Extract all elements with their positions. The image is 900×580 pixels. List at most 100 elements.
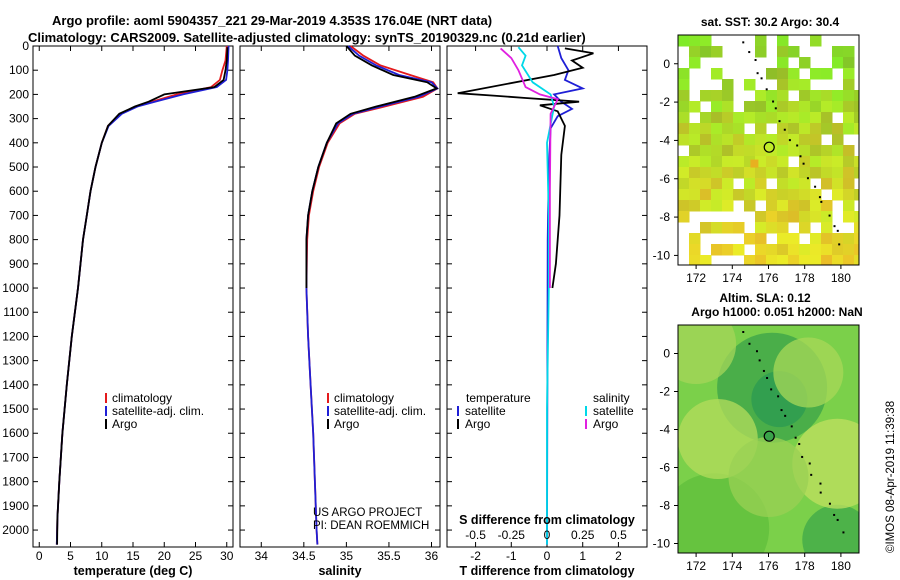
y-tick-label: 1200	[2, 329, 29, 343]
project-annotation: PI: DEAN ROEMMICH	[313, 520, 429, 532]
x-tick-label: 180	[831, 559, 851, 573]
sst-cell	[810, 123, 822, 135]
sst-cell	[821, 145, 833, 157]
sst-cell	[810, 145, 822, 157]
sst-cell	[711, 189, 723, 201]
sst-cell	[755, 244, 767, 256]
sst-cell	[777, 35, 789, 47]
sst-cell	[766, 101, 778, 113]
sst-cell	[843, 101, 855, 113]
sst-cell	[799, 178, 811, 190]
sst-cell	[766, 90, 778, 102]
sst-cell	[722, 134, 734, 146]
sst-cell	[755, 222, 767, 234]
sla-contour-blob	[678, 325, 737, 384]
sst-cell	[744, 145, 756, 157]
sst-cell	[733, 244, 745, 256]
sst-cell	[843, 200, 855, 212]
x-tick-label: 5	[67, 549, 74, 563]
sst-cell	[821, 123, 833, 135]
secondary-x-tick-label: 0.5	[610, 528, 627, 542]
sst-cell	[832, 156, 844, 168]
sst-cell	[799, 145, 811, 157]
y-tick-label: 400	[9, 136, 29, 150]
sst-cell	[788, 255, 800, 265]
sst-cell	[755, 134, 767, 146]
legend-entry: Argo	[334, 417, 360, 431]
sla-map-field	[678, 325, 859, 553]
island-mark	[819, 482, 822, 485]
sst-warm-cell	[750, 159, 759, 168]
sst-cell	[843, 57, 855, 69]
difference-profile-panel: -2 -1 0 1 2T difference from climatology temp…	[446, 45, 648, 578]
float-position-marker	[763, 430, 775, 442]
sst-cell	[843, 233, 855, 245]
sst-cell	[810, 90, 822, 102]
sst-cell	[744, 167, 756, 179]
sst-cell	[722, 178, 734, 190]
sst-cell	[711, 178, 723, 190]
sst-cell	[810, 200, 822, 212]
secondary-x-tick-label: 0.25	[571, 528, 595, 542]
sst-cell	[744, 79, 756, 91]
sst-cell	[832, 57, 844, 69]
y-tick-label: 200	[9, 87, 29, 101]
x-tick-label: 35.5	[377, 549, 401, 563]
sst-cell	[799, 79, 811, 91]
legend-entry: Argo	[112, 417, 138, 431]
sst-cell	[788, 167, 800, 179]
sst-cell	[755, 255, 767, 265]
x-axis-label: temperature (deg C)	[74, 564, 193, 578]
sla-contour-blob	[773, 337, 844, 408]
sst-cell	[678, 156, 690, 168]
island-mark	[754, 59, 757, 62]
sst-cell	[854, 211, 859, 223]
sst-cell	[744, 189, 756, 201]
sst-cell	[832, 123, 844, 135]
island-mark	[814, 185, 817, 188]
island-mark	[780, 409, 783, 412]
sst-cell	[788, 200, 800, 212]
sst-cell	[810, 233, 822, 245]
x-tick-label: 178	[795, 559, 815, 573]
sst-cell	[799, 101, 811, 113]
sst-cell	[711, 46, 723, 58]
sst-cell	[755, 90, 767, 102]
x-tick-label: 180	[831, 271, 851, 285]
legend-entry: climatology	[112, 391, 172, 405]
sst-cell	[843, 123, 855, 135]
y-tick-label: -10	[653, 248, 671, 262]
sst-cell	[733, 167, 745, 179]
sst-cell	[832, 90, 844, 102]
sst-cell	[711, 244, 723, 256]
sst-cell	[854, 244, 859, 256]
y-tick-label: 1800	[2, 475, 29, 489]
x-axis-label: salinity	[318, 564, 361, 578]
x-tick-label: 15	[126, 549, 140, 563]
sla-contour-blob	[792, 418, 859, 509]
sst-cell	[777, 167, 789, 179]
y-tick-label: 600	[9, 184, 29, 198]
y-tick-label: 2000	[2, 523, 29, 537]
sst-cell	[777, 145, 789, 157]
figure-title-line2: Climatology: CARS2009. Satellite-adjuste…	[28, 30, 586, 45]
y-tick-label: -8	[659, 499, 670, 513]
sst-cell	[722, 244, 734, 256]
island-mark	[770, 388, 773, 391]
island-mark	[758, 359, 761, 362]
sst-cell	[832, 255, 844, 265]
sst-cell	[810, 134, 822, 146]
x-tick-label: 34.5	[292, 549, 316, 563]
sst-cell	[700, 222, 712, 234]
sla-map-panel: 172 174 176 178 180 0 -2 -4 -6 -8 -10 Altim. SLA: 0…	[653, 291, 863, 573]
float-position-marker	[763, 141, 775, 153]
sst-cell	[678, 90, 690, 102]
legend-entry: climatology	[334, 391, 394, 405]
sst-cell	[766, 112, 778, 124]
y-tick-label: -2	[659, 385, 670, 399]
series-line-salinity-argo	[499, 47, 559, 288]
sst-cell	[766, 68, 778, 80]
sst-cell	[777, 90, 789, 102]
y-tick-label: 500	[9, 160, 29, 174]
island-mark	[778, 120, 781, 123]
